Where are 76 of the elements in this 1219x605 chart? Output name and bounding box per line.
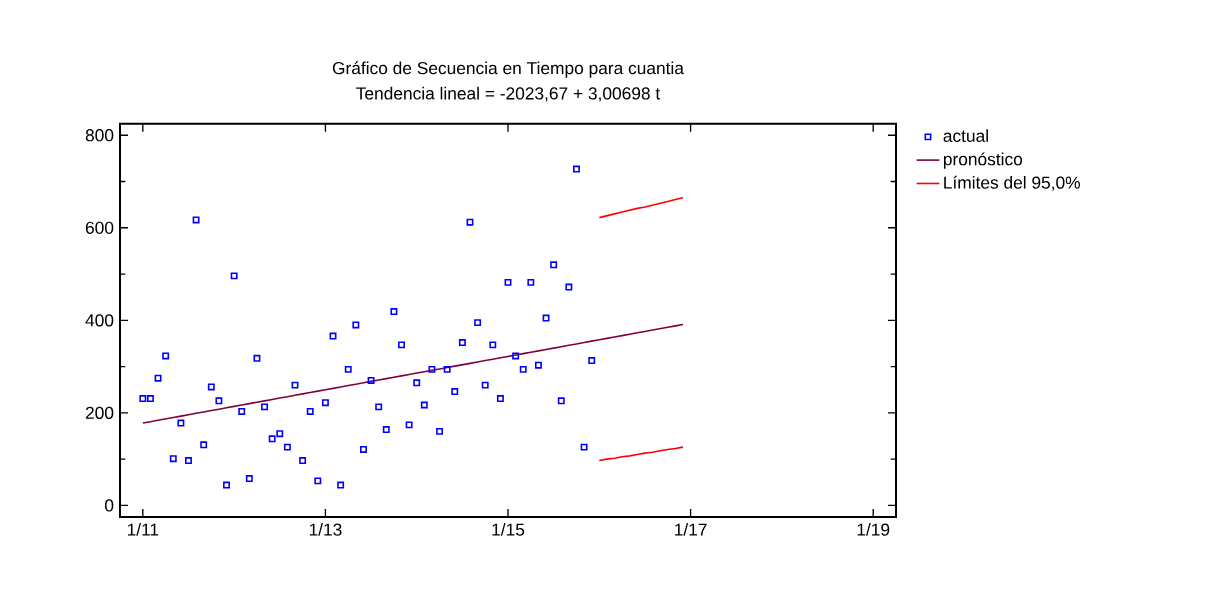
y-tick-label: 200 [85,406,114,420]
x-tick-label: 1/13 [309,523,342,536]
point [154,374,162,382]
point [390,308,398,315]
x-tick-label: 1/17 [675,523,707,536]
legend-label: Límites del 95,0% [944,175,1080,191]
x-tick-label: 1/15 [492,523,525,536]
point [238,408,246,415]
point [283,443,291,451]
point [565,283,573,291]
point [314,477,322,485]
x-tick-label: 1/19 [857,523,890,536]
point [557,397,565,405]
point [261,403,269,411]
y-tick-label: 0 [105,499,114,512]
point [382,426,390,433]
point [451,388,459,396]
legend-label: actual [943,129,988,142]
point [527,278,535,286]
point [481,381,489,389]
point [458,339,466,346]
point [436,427,443,435]
point [192,216,200,224]
point [360,445,367,453]
point [299,457,307,464]
point [420,401,428,409]
point [207,383,215,391]
point [291,381,299,389]
point [588,357,596,365]
point [413,379,421,387]
point [253,354,261,362]
point [496,395,504,402]
point [185,457,192,464]
point [177,419,185,427]
point [139,395,147,402]
point [580,443,588,451]
point [519,365,527,373]
point [146,395,154,402]
point [398,341,405,349]
point [405,421,413,429]
point [215,397,223,405]
point [489,341,497,349]
point [337,481,345,489]
point [573,165,580,173]
point [230,272,238,280]
point [534,361,542,369]
point [344,365,352,373]
point [466,218,474,226]
line-series [598,446,684,462]
point [245,475,253,483]
point [329,332,337,340]
point [200,441,208,449]
chart-title: Gráfico de Secuencia en Tiempo para cuantia [332,61,684,78]
point [223,481,230,489]
point [474,319,482,327]
legend-label: pronóstico [943,152,1023,169]
point [162,352,170,360]
point [443,365,451,373]
point [550,261,558,269]
point [169,455,177,463]
point [428,365,436,373]
y-tick-label: 800 [85,129,114,142]
chart-subtitle: Tendencia lineal = -2023,67 + 3,00698 t [356,86,661,102]
point [268,435,276,443]
point [306,408,314,415]
point [276,430,284,438]
point [504,278,512,286]
y-tick-label: 400 [85,314,114,327]
point [512,352,520,360]
point [542,314,550,322]
point [321,399,329,407]
x-tick-label: 1/11 [127,523,159,536]
point [367,377,375,384]
point [375,403,383,411]
point [352,321,360,329]
y-tick-label: 600 [85,221,114,234]
